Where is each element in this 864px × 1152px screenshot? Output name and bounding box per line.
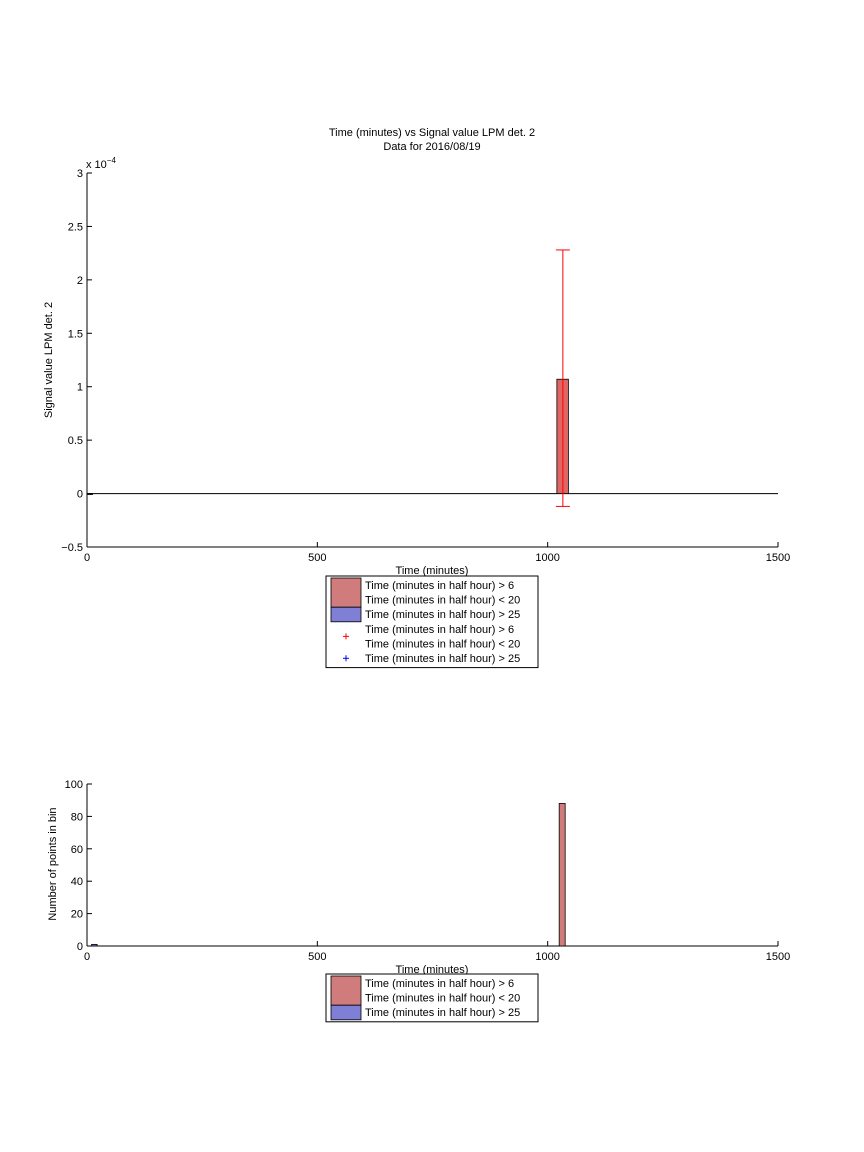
chart-title: Time (minutes) vs Signal value LPM det. … — [329, 127, 535, 139]
legend-label: Time (minutes in half hour) > 25 — [365, 653, 520, 665]
legend-label: Time (minutes in half hour) > 6 — [365, 978, 514, 990]
x-axis-label: Time (minutes) — [396, 565, 469, 577]
x-tick-label: 0 — [84, 552, 90, 564]
legend-patch — [330, 1004, 362, 1021]
y-tick-label: 0 — [77, 941, 83, 953]
x-tick-label: 500 — [308, 951, 326, 963]
count-chart: Number of points in bin Time (minutes) 0… — [47, 779, 791, 1023]
bar — [86, 493, 93, 495]
y-tick-label: 2.5 — [68, 221, 83, 233]
legend-patch — [330, 606, 362, 623]
y-tick-label: 1.5 — [68, 328, 83, 340]
x-axis-label: Time (minutes) — [396, 964, 469, 976]
bar — [91, 943, 98, 947]
y-tick-label: 60 — [71, 844, 83, 856]
count-chart-legend: Time (minutes in half hour) > 6 Time (min… — [325, 973, 539, 1023]
y-exponent-label: x 10−4 — [86, 156, 116, 171]
signal-chart: Time (minutes) vs Signal value LPM det. … — [43, 127, 790, 669]
legend-label: Time (minutes in half hour) > 25 — [365, 1007, 520, 1019]
y-tick-label: 100 — [65, 779, 83, 791]
y-exponent-base: x 10 — [86, 159, 107, 171]
y-axis-label: Number of points in bin — [47, 807, 59, 920]
y-tick-label: 1 — [77, 382, 83, 394]
y-exponent-power: −4 — [107, 156, 117, 165]
y-tick-label: 2 — [77, 275, 83, 287]
y-tick-label: 0.5 — [68, 435, 83, 447]
y-tick-label: 0 — [77, 489, 83, 501]
y-tick-label: −0.5 — [61, 542, 83, 554]
y-tick-label: 80 — [71, 811, 83, 823]
x-tick-label: 1000 — [535, 552, 559, 564]
x-tick-label: 1000 — [535, 951, 559, 963]
y-tick-label: 3 — [77, 168, 83, 180]
bar — [558, 803, 566, 947]
y-tick-label: 40 — [71, 876, 83, 888]
legend-label: Time (minutes in half hour) > 6 — [365, 624, 514, 636]
y-tick-label: 20 — [71, 909, 83, 921]
x-tick-label: 1500 — [766, 951, 790, 963]
legend-label: Time (minutes in half hour) > 25 — [365, 609, 520, 621]
chart-subtitle: Data for 2016/08/19 — [383, 141, 480, 153]
legend-patch — [330, 975, 362, 1006]
signal-chart-legend: Time (minutes in half hour) > 6 Time (min… — [325, 575, 539, 669]
signal-chart-marks: −0.500.511.522.530 500 1000 1500 — [61, 168, 790, 564]
legend-label: Time (minutes in half hour) < 20 — [365, 638, 520, 650]
legend-label: Time (minutes in half hour) > 6 — [365, 580, 514, 592]
y-axis-label: Signal value LPM det. 2 — [43, 302, 55, 418]
x-tick-label: 1500 — [766, 552, 790, 564]
legend-label: Time (minutes in half hour) < 20 — [365, 993, 520, 1005]
x-tick-label: 500 — [308, 552, 326, 564]
legend-patch — [330, 577, 362, 608]
x-tick-label: 0 — [84, 951, 90, 963]
legend-label: Time (minutes in half hour) < 20 — [365, 595, 520, 607]
